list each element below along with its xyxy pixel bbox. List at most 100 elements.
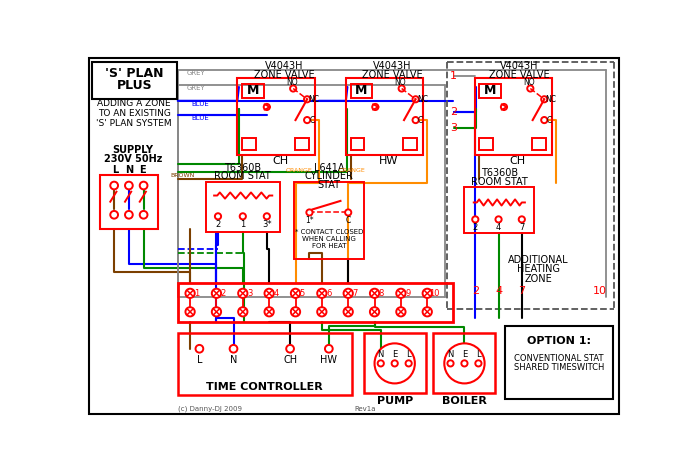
Text: 1: 1	[450, 71, 457, 81]
Text: 1*: 1*	[305, 216, 314, 225]
Text: * CONTACT CLOSED: * CONTACT CLOSED	[295, 229, 363, 235]
Bar	[295, 138, 308, 150]
Circle shape	[139, 182, 148, 190]
Circle shape	[186, 289, 195, 298]
Bar	[475, 78, 552, 155]
Text: HEATING: HEATING	[517, 264, 560, 274]
Text: 3: 3	[450, 123, 457, 133]
Text: CH: CH	[272, 156, 288, 166]
Text: E: E	[139, 165, 146, 175]
Circle shape	[125, 211, 132, 219]
Text: E: E	[392, 350, 397, 358]
Text: PLUS: PLUS	[117, 79, 152, 92]
Text: C: C	[346, 216, 351, 225]
Text: CYLINDER: CYLINDER	[304, 171, 353, 181]
Circle shape	[501, 104, 507, 110]
Circle shape	[495, 216, 502, 222]
Text: 4: 4	[495, 286, 502, 296]
Text: L641A: L641A	[313, 163, 344, 173]
Text: N: N	[447, 350, 454, 358]
Circle shape	[475, 360, 482, 366]
Text: N: N	[377, 350, 384, 358]
Text: M: M	[247, 84, 259, 97]
Bar	[364, 333, 426, 394]
Text: 10: 10	[429, 289, 440, 298]
Text: V4043H: V4043H	[373, 61, 412, 71]
Text: BOILER: BOILER	[442, 396, 487, 406]
Circle shape	[264, 213, 270, 219]
Text: C: C	[309, 116, 315, 124]
Text: CH: CH	[509, 156, 525, 166]
Circle shape	[541, 96, 547, 102]
Text: 4: 4	[273, 289, 279, 298]
Text: 2: 2	[215, 219, 221, 228]
Bar	[532, 138, 546, 150]
Text: NO: NO	[523, 78, 535, 87]
Text: ZONE VALVE: ZONE VALVE	[489, 70, 550, 80]
Text: 230V 50Hz: 230V 50Hz	[104, 154, 162, 164]
Text: L: L	[476, 350, 481, 358]
Text: CONVENTIONAL STAT: CONVENTIONAL STAT	[514, 353, 604, 363]
Circle shape	[286, 345, 294, 352]
Text: ADDITIONAL: ADDITIONAL	[508, 255, 569, 265]
Circle shape	[291, 289, 300, 298]
Circle shape	[413, 117, 419, 123]
Text: ZONE: ZONE	[524, 274, 552, 284]
Text: N: N	[230, 355, 237, 366]
Bar	[433, 333, 495, 394]
Bar	[242, 138, 256, 150]
Text: BROWN: BROWN	[170, 173, 195, 178]
Text: C: C	[546, 116, 551, 124]
Text: 3: 3	[247, 289, 253, 298]
Text: FOR HEAT: FOR HEAT	[312, 242, 346, 249]
Text: HW: HW	[320, 355, 337, 366]
Text: SHARED TIMESWITCH: SHARED TIMESWITCH	[514, 363, 604, 372]
Circle shape	[264, 104, 270, 110]
Circle shape	[317, 289, 326, 298]
Text: T6360B: T6360B	[224, 163, 262, 173]
Circle shape	[215, 213, 221, 219]
Text: ORANGE: ORANGE	[339, 168, 366, 173]
Text: 10: 10	[593, 286, 607, 296]
Circle shape	[413, 96, 419, 102]
Circle shape	[139, 211, 148, 219]
Text: GREY: GREY	[187, 86, 206, 92]
Bar	[294, 182, 364, 259]
Circle shape	[291, 307, 300, 316]
Text: OPTION 1:: OPTION 1:	[527, 336, 591, 346]
Text: 5: 5	[300, 289, 305, 298]
Text: E: E	[462, 350, 467, 358]
Circle shape	[306, 209, 313, 216]
Circle shape	[264, 289, 274, 298]
Circle shape	[304, 117, 310, 123]
Circle shape	[392, 360, 398, 366]
Circle shape	[264, 307, 274, 316]
Bar	[351, 84, 372, 98]
Bar	[479, 84, 501, 98]
Bar	[206, 182, 280, 232]
Text: HW: HW	[379, 156, 398, 166]
Circle shape	[472, 216, 478, 222]
Text: Rev1a: Rev1a	[355, 406, 376, 412]
Text: NC: NC	[308, 95, 319, 104]
Circle shape	[396, 289, 406, 298]
Text: WHEN CALLING: WHEN CALLING	[302, 236, 356, 241]
Bar	[346, 78, 424, 155]
Circle shape	[377, 360, 384, 366]
Circle shape	[110, 182, 118, 190]
Text: 'S' PLAN SYSTEM: 'S' PLAN SYSTEM	[97, 119, 172, 128]
Text: ZONE VALVE: ZONE VALVE	[362, 70, 423, 80]
Text: V4043H: V4043H	[500, 61, 539, 71]
Text: 7: 7	[353, 289, 358, 298]
Text: ROOM STAT: ROOM STAT	[471, 176, 528, 187]
Text: CH: CH	[283, 355, 297, 366]
Circle shape	[444, 344, 484, 383]
Circle shape	[422, 307, 432, 316]
Text: (c) Danny-DJ 2009: (c) Danny-DJ 2009	[178, 406, 242, 412]
Circle shape	[230, 345, 237, 352]
Text: 2: 2	[473, 223, 478, 232]
Text: PUMP: PUMP	[377, 396, 413, 406]
Text: 7: 7	[519, 223, 524, 232]
Text: NO: NO	[286, 78, 297, 87]
Text: BLUE: BLUE	[191, 101, 209, 107]
